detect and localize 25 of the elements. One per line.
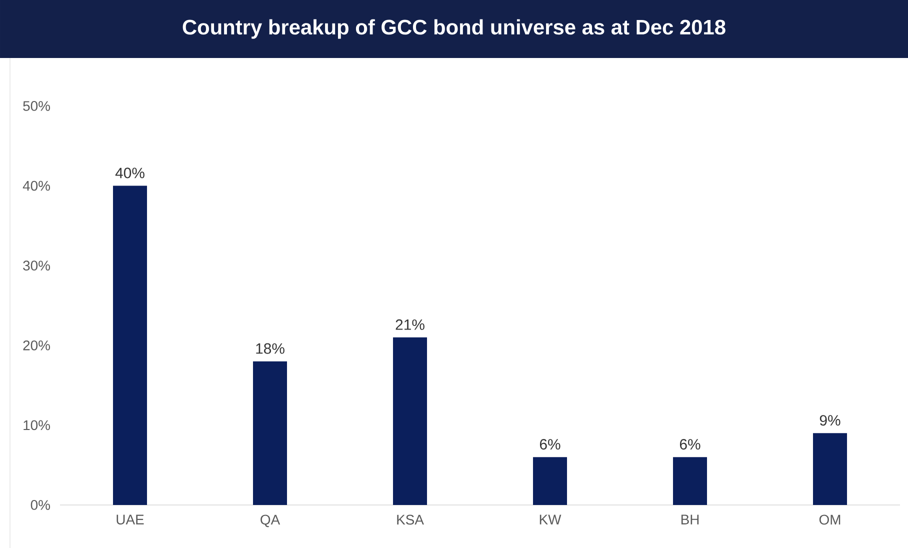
y-tick-label: 40% — [22, 180, 50, 191]
y-tick-label: 50% — [23, 100, 50, 111]
y-tick-label: 20% — [23, 340, 50, 350]
bar — [113, 186, 148, 505]
x-tick-label: BH — [681, 514, 699, 524]
x-tick-label: KSA — [397, 514, 424, 525]
x-tick-label: QA — [260, 514, 280, 528]
data-label: 40% — [115, 168, 144, 178]
data-label: 21% — [396, 319, 424, 330]
y-tick-label: 10% — [24, 420, 50, 430]
y-tick-label: 30% — [23, 260, 50, 270]
bar — [813, 433, 848, 505]
bar — [253, 361, 288, 505]
data-label: 18% — [256, 343, 284, 354]
chart-title: Country breakup of GCC bond universe as at Dec 2018 — [182, 19, 726, 39]
data-label: 6% — [680, 438, 700, 450]
data-label: 6% — [540, 438, 560, 450]
bar — [533, 457, 568, 505]
x-tick-label: UAE — [116, 514, 144, 524]
bar — [673, 457, 708, 505]
bar — [393, 337, 428, 505]
data-label: 9% — [820, 414, 840, 426]
x-tick-label: OM — [819, 514, 840, 525]
x-tick-label: KW — [540, 514, 562, 524]
y-tick-label: 0% — [30, 500, 50, 510]
